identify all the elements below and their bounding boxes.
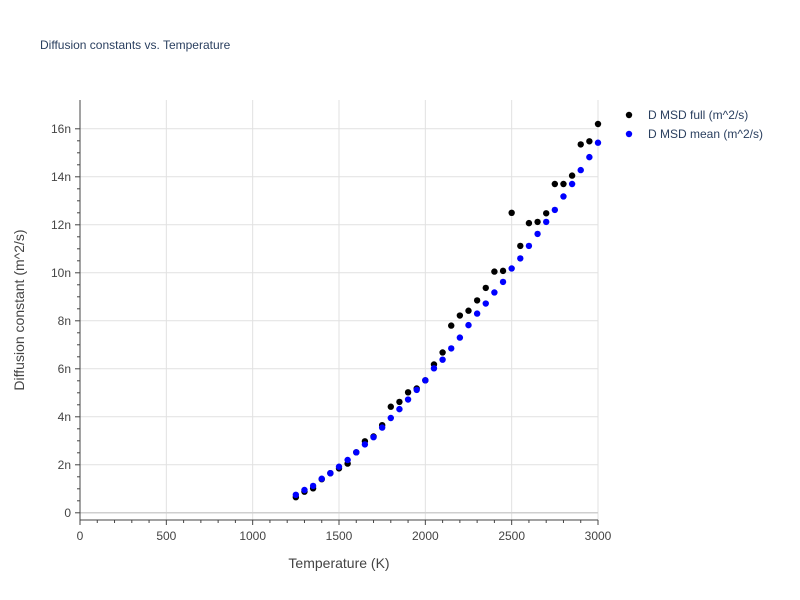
data-point[interactable] [327, 470, 334, 477]
data-point[interactable] [378, 424, 386, 431]
data-point[interactable] [534, 218, 541, 226]
data-point[interactable] [370, 434, 377, 441]
data-point[interactable] [586, 153, 593, 161]
data-point[interactable] [473, 310, 481, 317]
data-point[interactable] [344, 456, 351, 464]
x-tick-label: 2500 [498, 529, 525, 543]
data-point[interactable] [396, 405, 403, 413]
data-point[interactable] [577, 166, 584, 174]
data-point[interactable] [508, 209, 515, 216]
legend-marker [625, 111, 633, 119]
data-point[interactable] [525, 219, 533, 227]
x-tick-label: 2000 [412, 529, 439, 543]
legend-label: D MSD mean (m^2/s) [648, 127, 763, 141]
data-point[interactable] [473, 297, 481, 304]
data-point[interactable] [543, 210, 550, 217]
y-axis-label: Diffusion constant (m^2/s) [11, 229, 27, 390]
data-point[interactable] [465, 321, 472, 329]
legend[interactable]: D MSD full (m^2/s) D MSD mean (m^2/s) [625, 108, 763, 141]
data-point[interactable] [292, 491, 300, 498]
y-tick-label: 12n [51, 218, 71, 232]
data-point[interactable] [517, 242, 524, 250]
x-tick-label: 1000 [239, 529, 266, 543]
x-tick-label: 3000 [585, 529, 612, 543]
y-tick-label: 0 [64, 506, 71, 520]
data-point[interactable] [404, 396, 412, 403]
data-point[interactable] [404, 389, 412, 396]
data-point[interactable] [422, 377, 429, 384]
data-point[interactable] [413, 386, 420, 394]
data-point[interactable] [396, 398, 403, 406]
y-tick-label: 4n [58, 410, 71, 424]
data-point[interactable] [491, 289, 498, 296]
y-tick-label: 14n [51, 170, 71, 184]
legend-marker [625, 130, 633, 138]
data-point[interactable] [499, 267, 507, 275]
y-tick-label: 2n [58, 458, 71, 472]
data-point[interactable] [430, 365, 438, 372]
data-point[interactable] [594, 120, 602, 128]
data-point[interactable] [301, 486, 308, 494]
x-tick-label: 0 [77, 529, 84, 543]
data-point[interactable] [387, 414, 394, 422]
y-tick-label: 16n [51, 122, 71, 136]
data-point[interactable] [448, 345, 455, 352]
data-point[interactable] [491, 268, 498, 275]
data-point[interactable] [517, 255, 524, 262]
data-point[interactable] [318, 475, 325, 482]
data-point[interactable] [586, 138, 593, 145]
data-point[interactable] [543, 218, 550, 226]
axes [75, 100, 599, 525]
data-point[interactable] [439, 356, 446, 363]
data-points[interactable] [292, 120, 602, 501]
chart-title: Diffusion constants vs. Temperature [40, 38, 231, 52]
data-point[interactable] [482, 284, 489, 292]
x-axis-label: Temperature (K) [288, 555, 389, 571]
data-point[interactable] [577, 141, 584, 148]
data-point[interactable] [568, 180, 576, 188]
data-point[interactable] [353, 449, 360, 456]
data-point[interactable] [465, 307, 472, 314]
data-point[interactable] [335, 463, 343, 470]
y-tick-labels: 0 2n 4n 6n 8n 10n 12n 14n 16n [51, 122, 71, 520]
y-tick-label: 6n [58, 362, 71, 376]
data-point[interactable] [568, 172, 576, 179]
data-point[interactable] [525, 242, 533, 250]
x-tick-labels: 0 500 1000 1500 2000 2500 3000 [77, 529, 612, 543]
legend-label: D MSD full (m^2/s) [648, 108, 748, 122]
data-point[interactable] [309, 482, 317, 490]
data-point[interactable] [361, 441, 369, 448]
data-point[interactable] [508, 265, 515, 272]
data-point[interactable] [594, 139, 602, 146]
y-tick-label: 10n [51, 266, 71, 280]
data-point[interactable] [448, 322, 455, 329]
data-point[interactable] [482, 300, 489, 307]
data-point[interactable] [534, 230, 541, 238]
data-point[interactable] [560, 180, 567, 188]
x-tick-label: 500 [156, 529, 176, 543]
data-point[interactable] [456, 334, 464, 341]
data-point[interactable] [560, 193, 567, 200]
x-tick-label: 1500 [326, 529, 353, 543]
data-point[interactable] [551, 180, 559, 188]
data-point[interactable] [456, 312, 464, 319]
data-point[interactable] [499, 278, 507, 286]
data-point[interactable] [551, 206, 559, 214]
y-tick-label: 8n [58, 314, 71, 328]
grid-lines [80, 100, 599, 520]
data-point[interactable] [439, 349, 446, 356]
data-point[interactable] [387, 403, 394, 410]
